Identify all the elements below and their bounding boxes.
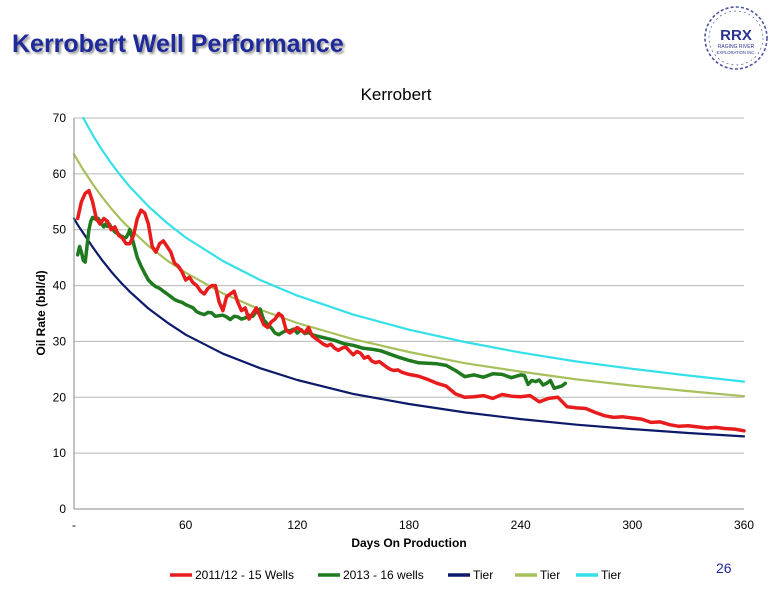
x-tick-label: 60	[179, 518, 193, 532]
slide-title: Kerrobert Well Performance	[12, 30, 344, 58]
legend-item: 2013 - 16 wells	[318, 568, 424, 582]
x-tick-label: 240	[511, 518, 531, 532]
chart-title: Kerrobert	[361, 85, 432, 104]
y-tick-label: 10	[53, 446, 67, 460]
legend-item: Tier	[448, 568, 493, 582]
legend-label: 2013 - 16 wells	[343, 568, 424, 582]
y-tick-labels: 0 10 20 30 40 50 60 70	[53, 111, 67, 516]
y-tick-label: 20	[53, 390, 67, 404]
legend-label: Tier	[540, 568, 560, 582]
series-lines	[72, 116, 746, 438]
legend-label: 2011/12 - 15 Wells	[195, 568, 294, 582]
logo-name: RRX	[720, 27, 752, 44]
rrx-logo: RRX RAGING RIVER EXPLORATION INC.	[704, 6, 768, 70]
legend-label: Tier	[473, 568, 493, 582]
logo-ring-icon	[704, 6, 768, 70]
legend-item: Tier	[515, 568, 560, 582]
y-tick-label: 70	[53, 111, 67, 125]
series-line-2	[72, 217, 746, 438]
logo-line2: EXPLORATION INC.	[716, 50, 755, 55]
series-line-0	[75, 188, 746, 433]
series-line-3	[72, 153, 746, 398]
y-tick-label: 40	[53, 279, 67, 293]
x-axis-label: Days On Production	[351, 536, 466, 550]
y-axis-label: Oil Rate (bbl/d)	[34, 270, 48, 355]
x-tick-label: 360	[734, 518, 754, 532]
x-tick-label: -	[72, 518, 76, 532]
legend-item: Tier	[576, 568, 621, 582]
legend: 2011/12 - 15 Wells 2013 - 16 wells Tier Tie…	[170, 568, 621, 582]
x-tick-label: 120	[287, 518, 307, 532]
series-line-4	[82, 116, 746, 383]
legend-item: 2011/12 - 15 Wells	[170, 568, 294, 582]
y-tick-label: 30	[53, 334, 67, 348]
y-tick-label: 60	[53, 167, 67, 181]
gridlines	[74, 117, 744, 454]
legend-label: Tier	[601, 568, 621, 582]
page-number: 26	[716, 560, 732, 576]
y-tick-label: 50	[53, 223, 67, 237]
x-tick-label: 180	[399, 518, 419, 532]
x-tick-labels: - 60 120 180 240 300 360	[72, 518, 754, 532]
y-tick-label: 0	[59, 502, 66, 516]
logo-line1: RAGING RIVER	[718, 44, 755, 50]
x-tick-label: 300	[622, 518, 642, 532]
